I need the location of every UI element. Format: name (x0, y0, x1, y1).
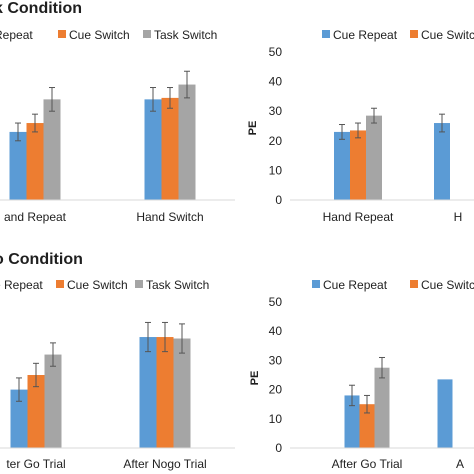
bar (173, 338, 191, 448)
bar (27, 375, 45, 448)
legend-swatch (312, 280, 320, 288)
legend-swatch (322, 30, 330, 38)
category-label: A (456, 457, 464, 471)
y-tick-label: 30 (269, 353, 283, 367)
legend-swatch (58, 30, 66, 38)
bar (156, 337, 174, 448)
y-tick-label: 10 (269, 163, 283, 177)
bar (144, 99, 162, 200)
y-tick-label: 0 (275, 193, 282, 207)
chart-panel-2: 0 10 20 30 40 50 PE Hand Repeat H Cue Repeat Cue S… (247, 28, 474, 224)
y-tick-label: 50 (269, 45, 283, 59)
legend-label: Task Switch (146, 278, 209, 292)
section-title-task-condition: k Condition (0, 0, 82, 17)
chart-panel-3: ter Go Trial After Nogo Trial e Repeat Cue … (0, 278, 235, 471)
legend-label: Repeat (0, 28, 33, 42)
bar (434, 123, 450, 200)
bar (43, 99, 61, 200)
legend-label: Cue Switch (421, 278, 474, 292)
legend-swatch (410, 280, 418, 288)
bar (374, 367, 390, 448)
bar (44, 354, 62, 448)
legend-label: Cue Switch (421, 28, 474, 42)
bar (139, 337, 157, 448)
bar (161, 97, 179, 200)
category-label: After Go Trial (332, 457, 403, 471)
bar (366, 115, 382, 200)
category-label: H (454, 210, 463, 224)
bar (350, 130, 366, 200)
bar (437, 379, 453, 448)
bar (10, 389, 28, 448)
legend-label: Cue Switch (69, 28, 130, 42)
category-label: ter Go Trial (6, 457, 65, 471)
legend-label: Cue Repeat (333, 28, 398, 42)
chart-panel-1: and Repeat Hand Switch Repeat Cue Switch Tas… (0, 28, 235, 224)
y-tick-label: 50 (269, 295, 283, 309)
y-tick-label: 20 (269, 134, 283, 148)
bar (334, 131, 350, 200)
section-title-nogo-condition: o Condition (0, 251, 83, 268)
legend-label: Cue Repeat (323, 278, 388, 292)
bar (26, 123, 44, 200)
legend-swatch (143, 30, 151, 38)
y-tick-label: 40 (269, 75, 283, 89)
y-tick-label: 30 (269, 104, 283, 118)
bar (9, 131, 27, 200)
category-label: Hand Switch (136, 210, 203, 224)
y-tick-label: 20 (269, 383, 283, 397)
category-label: and Repeat (4, 210, 67, 224)
legend-swatch (135, 280, 143, 288)
y-axis-label: PE (249, 371, 261, 386)
bar (178, 84, 196, 200)
y-tick-label: 10 (269, 412, 283, 426)
legend-label: Cue Switch (67, 278, 128, 292)
chart-panel-4: 0 10 20 30 40 50 PE After Go Trial A Cue Repeat Cu… (249, 278, 474, 471)
y-tick-label: 40 (269, 324, 283, 338)
legend-label: Task Switch (154, 28, 217, 42)
legend-label: e Repeat (0, 278, 43, 292)
y-axis-label: PE (247, 121, 259, 136)
bar (359, 404, 375, 448)
bar (344, 395, 360, 448)
category-label: After Nogo Trial (123, 457, 206, 471)
y-tick-label: 0 (275, 441, 282, 455)
legend-swatch (56, 280, 64, 288)
legend-swatch (410, 30, 418, 38)
category-label: Hand Repeat (323, 210, 394, 224)
